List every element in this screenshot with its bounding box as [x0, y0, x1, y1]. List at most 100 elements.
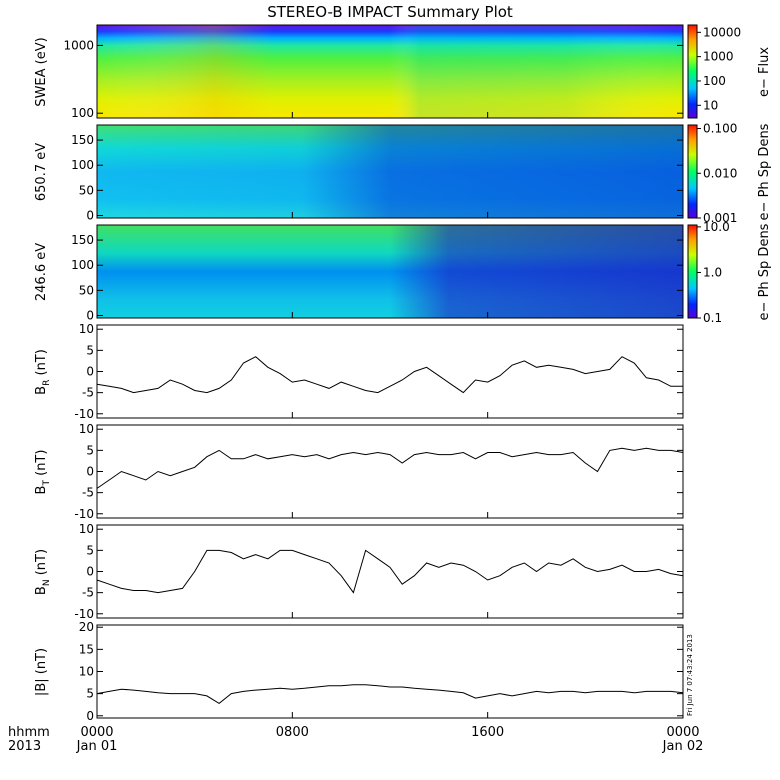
plot-title: STEREO-B IMPACT Summary Plot	[267, 3, 513, 21]
bn-ytick-label: 0	[86, 565, 94, 579]
bmag-series-line	[96, 684, 684, 705]
bn-ytick-label: -10	[74, 607, 94, 621]
bt-ylabel-main: B	[34, 486, 49, 495]
pad246-colorbar-tick-label: 0.1	[703, 311, 722, 325]
pad246-ytick-label: 50	[79, 283, 94, 297]
time-tick-label: 0000	[666, 725, 699, 740]
br-y-axis: -10 -5 0 5 10	[74, 322, 683, 421]
pad650-spectrogram-variation	[97, 125, 683, 218]
pad246-colorbar	[687, 224, 698, 319]
pad246-ytick-label: 100	[71, 258, 94, 272]
br-ytick-label: -5	[82, 386, 94, 400]
bt-ytick-label: 5	[86, 443, 94, 457]
swea-spectrogram-variation	[97, 25, 683, 118]
swea-ytick-label: 1000	[63, 38, 94, 52]
swea-colorbar-tick-label: 1000	[703, 50, 734, 64]
pad650-ytick-label: 100	[71, 158, 94, 172]
time-tick-date: Jan 02	[662, 739, 704, 754]
pad650-ytick-label: 50	[79, 183, 94, 197]
bt-series-line	[96, 447, 684, 489]
br-ytick-label: 10	[79, 322, 94, 336]
pad246-ytick-label: 0	[86, 308, 94, 322]
pad650-colorbar-axis: 0.001 0.010 0.100	[697, 122, 737, 225]
bt-ytick-label: -5	[82, 486, 94, 500]
bn-series-line	[96, 549, 684, 594]
pad650-ylabel: 650.7 eV	[34, 143, 49, 201]
panel-bn: -10 -5 0 5 10 BN (nT)	[34, 522, 684, 621]
bt-ylabel: BT (nT)	[34, 450, 52, 495]
swea-ylabel: SWEA (eV)	[34, 37, 49, 106]
pad246-ytick-label: 150	[71, 233, 94, 247]
pad246-ylabel: 246.6 eV	[34, 243, 49, 301]
bt-ytick-label: 0	[86, 465, 94, 479]
pad650-frame	[96, 124, 684, 219]
swea-colorbar-tick-label: 100	[703, 74, 726, 88]
swea-ytick-label: 100	[71, 106, 94, 120]
pad650-colorbar-tick-label: 0.001	[703, 211, 737, 225]
pad650-colorbar-label: e− Ph Sp Dens	[757, 123, 772, 220]
bn-ylabel: BN (nT)	[34, 549, 52, 595]
swea-y-axis: 100 1000	[63, 38, 683, 120]
time-tick-date: Jan 01	[76, 739, 118, 754]
pad246-colorbar-tick-label: 10.0	[703, 220, 730, 234]
panel-bmag: 0 5 10 15 20 |B| (nT)	[34, 620, 684, 723]
panel-pad246: 246.6 eV 0 50 100 150 0.1 1.0 10.0 e− Ph Sp D…	[34, 220, 772, 325]
bt-y-axis: -10 -5 0 5 10	[74, 422, 683, 521]
pad246-y-axis: 0 50 100 150	[71, 233, 683, 322]
br-ytick-label: 5	[86, 343, 94, 357]
time-tick-label: 0800	[276, 725, 309, 740]
bmag-ytick-label: 0	[86, 709, 94, 723]
pad650-ytick-label: 0	[86, 208, 94, 222]
pad246-colorbar-label: e− Ph Sp Dens	[757, 223, 772, 320]
bmag-ytick-label: 10	[79, 665, 94, 679]
bmag-ytick-label: 5	[86, 687, 94, 701]
panel-br: -10 -5 0 5 10 BR (nT)	[34, 322, 684, 421]
bmag-ytick-label: 15	[79, 642, 94, 656]
br-series-line	[96, 356, 683, 394]
time-tick-label: 1600	[471, 725, 504, 740]
bn-ytick-label: -5	[82, 586, 94, 600]
panel-bt: -10 -5 0 5 10 BT (nT)	[34, 422, 684, 521]
pad246-colorbar-tick-label: 1.0	[703, 265, 722, 279]
bt-ytick-label: -10	[74, 507, 94, 521]
time-tick-label: 0000	[80, 725, 113, 740]
br-ylabel-sub: R	[42, 380, 52, 386]
br-ylabel: BR (nT)	[34, 349, 52, 395]
bt-ylabel-sub: T	[42, 480, 52, 487]
pad246-spectrogram-variation	[97, 225, 683, 318]
swea-colorbar-tick-label: 10	[703, 98, 718, 112]
swea-colorbar-label: e− Flux	[757, 47, 772, 97]
br-ylabel-unit: (nT)	[34, 349, 49, 379]
bt-ytick-label: 10	[79, 422, 94, 436]
pad246-colorbar-axis: 0.1 1.0 10.0	[697, 220, 730, 325]
bn-frame	[96, 524, 684, 619]
bn-ytick-label: 10	[79, 522, 94, 536]
bmag-y-axis: 0 5 10 15 20	[79, 620, 683, 723]
pad650-colorbar-tick-label: 0.010	[703, 166, 737, 180]
pad650-colorbar	[687, 124, 698, 219]
bt-ylabel-unit: (nT)	[34, 450, 49, 480]
panel-swea: SWEA (eV) 100 1000 10 100 1000 10000 e− Flux	[34, 24, 772, 120]
bn-ylabel-main: B	[34, 586, 49, 595]
swea-frame	[96, 24, 684, 119]
bn-ytick-label: 5	[86, 543, 94, 557]
swea-colorbar-axis: 10 100 1000 10000	[697, 25, 741, 112]
pad650-colorbar-tick-label: 0.100	[703, 122, 737, 136]
bmag-frame	[96, 624, 684, 719]
br-ytick-label: -10	[74, 407, 94, 421]
pad650-y-axis: 0 50 100 150	[71, 133, 683, 222]
pad246-frame	[96, 224, 684, 319]
bn-y-axis: -10 -5 0 5 10	[74, 522, 683, 621]
swea-colorbar-tick-label: 10000	[703, 25, 741, 39]
bn-ylabel-sub: N	[42, 579, 52, 586]
pad650-ytick-label: 150	[71, 133, 94, 147]
side-timestamp: Fri Jun 7 07:43:24 2013	[686, 634, 694, 716]
swea-colorbar	[687, 24, 698, 119]
bn-ylabel-unit: (nT)	[34, 549, 49, 579]
bmag-ylabel: |B| (nT)	[34, 648, 49, 696]
time-axis-row2-label: 2013	[8, 739, 41, 754]
panel-pad650: 650.7 eV 0 50 100 150 0.001 0.010 0.100 e− Ph…	[34, 122, 772, 225]
br-ytick-label: 0	[86, 365, 94, 379]
